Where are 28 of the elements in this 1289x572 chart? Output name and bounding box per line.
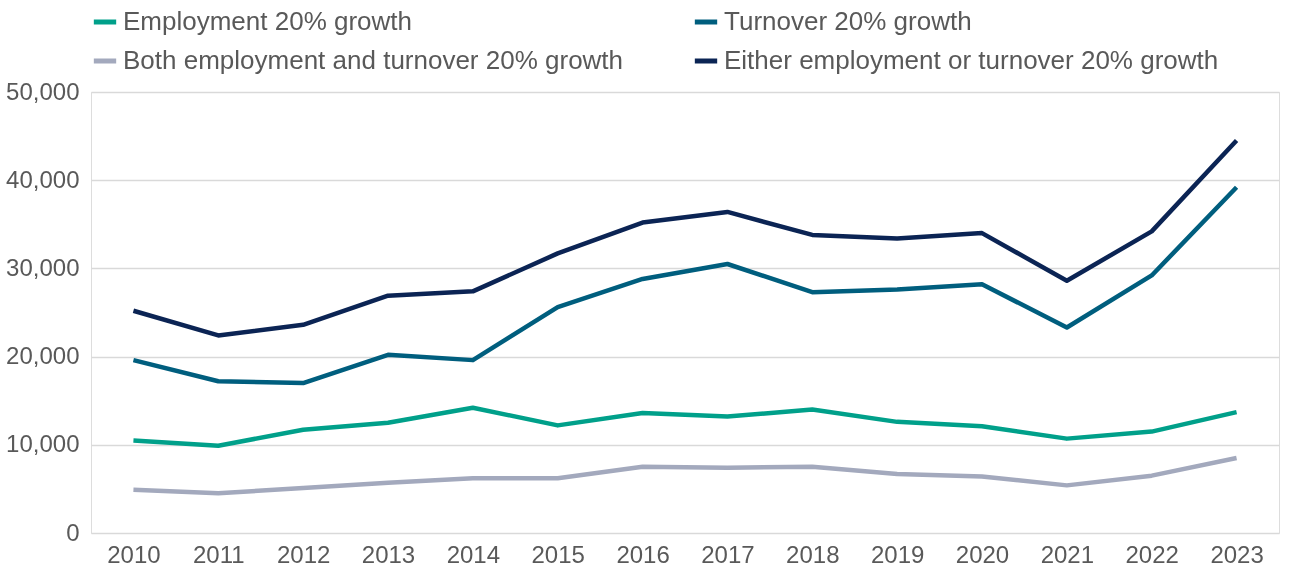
- x-tick-label: 2013: [361, 540, 416, 568]
- legend-label: Turnover 20% growth: [724, 6, 972, 36]
- legend-label: Either employment or turnover 20% growth: [724, 45, 1219, 75]
- y-tick-label: 10,000: [6, 430, 80, 458]
- x-tick-label: 2020: [955, 540, 1010, 568]
- legend-label: Both employment and turnover 20% growth: [123, 45, 624, 75]
- x-tick-label: 2015: [531, 540, 585, 568]
- x-tick-label: 2021: [1040, 540, 1095, 568]
- line-series: [131, 405, 1239, 448]
- x-tick-label: 2010: [107, 540, 161, 568]
- x-tick-label: 2022: [1125, 540, 1179, 568]
- line-series: [131, 455, 1239, 496]
- x-tick-label: 2019: [870, 540, 925, 568]
- legend-label: Employment 20% growth: [123, 6, 413, 36]
- x-tick-label: 2023: [1210, 540, 1264, 568]
- x-tick-label: 2012: [276, 540, 331, 568]
- y-tick-label: 0: [66, 518, 80, 546]
- line-series: [131, 138, 1239, 338]
- y-tick-label: 40,000: [6, 165, 80, 193]
- line-series: [131, 185, 1239, 386]
- x-tick-label: 2018: [786, 540, 840, 568]
- y-tick-label: 50,000: [6, 77, 80, 105]
- x-tick-label: 2014: [446, 540, 501, 568]
- y-tick-label: 20,000: [6, 342, 80, 370]
- y-tick-label: 30,000: [6, 253, 80, 281]
- x-tick-label: 2016: [616, 540, 670, 568]
- x-tick-label: 2017: [701, 540, 755, 568]
- x-tick-label: 2011: [192, 540, 245, 568]
